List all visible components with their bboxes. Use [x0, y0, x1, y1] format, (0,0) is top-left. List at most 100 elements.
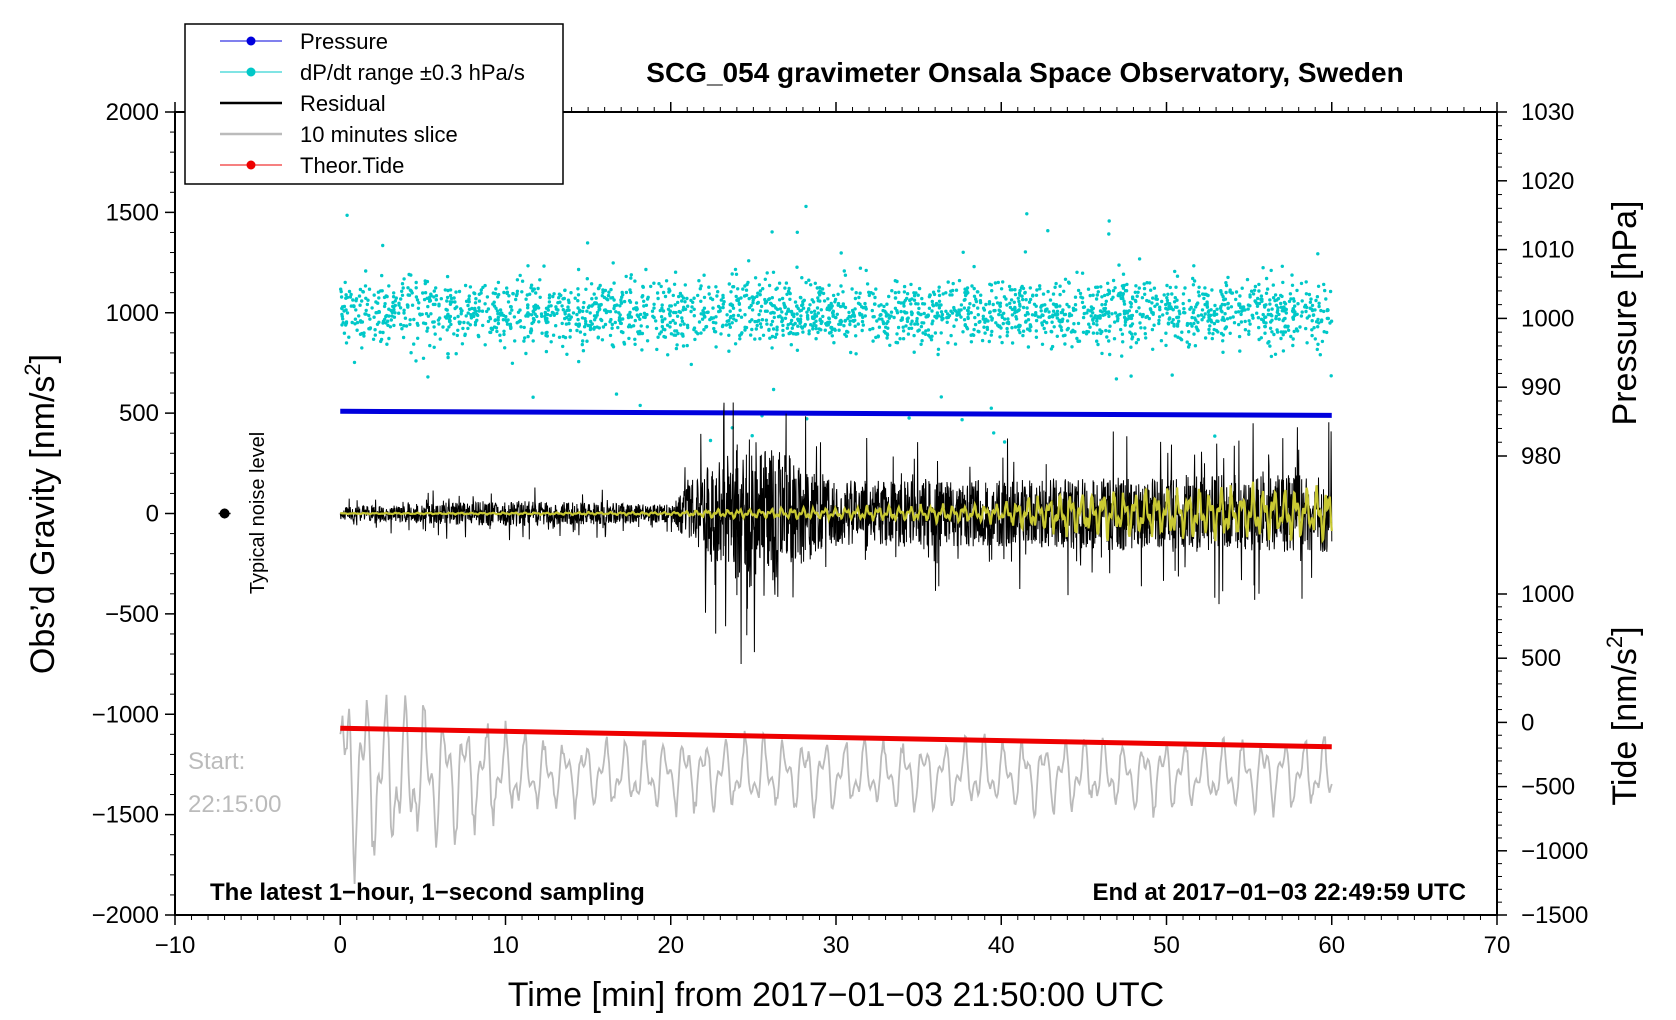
dpdt-point — [1008, 301, 1012, 305]
dpdt-point — [1127, 309, 1132, 313]
dpdt-point — [426, 326, 430, 330]
dpdt-point — [660, 319, 665, 323]
tide-tick-label: 0 — [1521, 709, 1534, 736]
dpdt-point — [982, 308, 987, 312]
dpdt-point — [380, 289, 384, 293]
dpdt-point — [1310, 319, 1314, 323]
dpdt-point — [1112, 337, 1117, 341]
dpdt-point — [963, 290, 967, 295]
dpdt-point — [564, 322, 569, 326]
dpdt-point — [902, 284, 907, 289]
dpdt-point — [877, 304, 881, 308]
dpdt-point — [551, 294, 555, 299]
dpdt-point — [1237, 334, 1242, 339]
dpdt-point — [379, 339, 383, 344]
dpdt-point — [360, 299, 364, 303]
dpdt-point — [1232, 321, 1237, 325]
dpdt-point — [909, 326, 914, 330]
dpdt-point — [1085, 311, 1089, 315]
dpdt-point — [1017, 323, 1021, 327]
dpdt-point — [401, 335, 406, 340]
dpdt-point — [860, 305, 864, 309]
dpdt-point — [403, 316, 408, 320]
dpdt-point — [809, 310, 814, 314]
dpdt-point — [1113, 320, 1117, 324]
dpdt-point — [1125, 311, 1130, 315]
dpdt-point — [930, 334, 934, 338]
dpdt-point — [423, 291, 428, 295]
dpdt-point — [1100, 295, 1104, 299]
dpdt-point — [1144, 336, 1148, 340]
dpdt-point — [557, 292, 562, 296]
dpdt-point — [1129, 305, 1133, 309]
dpdt-point — [816, 299, 820, 303]
dpdt-point — [778, 314, 782, 318]
dpdt-point — [1058, 324, 1062, 328]
dpdt-point — [1095, 323, 1099, 327]
dpdt-point — [1055, 334, 1060, 338]
dpdt-point — [637, 332, 641, 336]
dpdt-point — [949, 333, 953, 338]
dpdt-point — [870, 308, 874, 313]
dpdt-point — [937, 306, 942, 310]
dpdt-point — [575, 312, 579, 317]
dpdt-point — [1180, 330, 1184, 334]
dpdt-point — [796, 306, 800, 311]
dpdt-point — [518, 308, 522, 312]
dpdt-point — [1136, 337, 1141, 342]
dpdt-point — [381, 321, 385, 325]
pressure-tick-label: 1010 — [1521, 237, 1574, 264]
dpdt-point — [673, 329, 677, 333]
dpdt-point — [507, 294, 511, 298]
dpdt-point — [1264, 276, 1269, 281]
dpdt-point — [721, 293, 725, 298]
dpdt-point — [1170, 292, 1174, 296]
dpdt-point — [1038, 287, 1042, 291]
dpdt-point — [1089, 314, 1093, 318]
dpdt-point — [1023, 320, 1028, 324]
dpdt-point — [1265, 287, 1270, 291]
dpdt-point — [841, 290, 845, 294]
dpdt-point — [1280, 309, 1285, 313]
dpdt-point — [1269, 320, 1273, 324]
dpdt-point — [1106, 281, 1110, 285]
dpdt-point — [585, 309, 589, 313]
dpdt-point — [1107, 339, 1111, 343]
dpdt-point — [886, 319, 890, 324]
dpdt-point — [1162, 293, 1166, 297]
dpdt-point — [799, 314, 803, 318]
dpdt-point — [1137, 286, 1142, 290]
dpdt-point — [414, 286, 418, 290]
dpdt-point — [771, 303, 775, 308]
dpdt-point — [1268, 326, 1273, 330]
dpdt-point — [1018, 288, 1022, 293]
dpdt-point — [1226, 306, 1230, 310]
dpdt-point — [345, 295, 350, 300]
dpdt-point — [993, 281, 998, 285]
dpdt-point — [341, 317, 345, 321]
dpdt-point — [1147, 316, 1152, 321]
dpdt-point — [910, 312, 914, 317]
dpdt-point — [446, 288, 450, 293]
dpdt-point — [939, 395, 943, 399]
dpdt-point — [529, 286, 533, 290]
dpdt-point — [432, 295, 436, 299]
dpdt-point — [1194, 305, 1198, 309]
dpdt-point — [426, 375, 430, 379]
dpdt-point — [751, 301, 755, 305]
dpdt-point — [1259, 317, 1264, 321]
dpdt-point — [1075, 336, 1079, 341]
dpdt-point — [365, 302, 370, 307]
dpdt-point — [508, 311, 512, 315]
dpdt-point — [949, 309, 953, 313]
dpdt-point — [1149, 288, 1153, 292]
dpdt-point — [1222, 298, 1226, 302]
dpdt-point — [896, 300, 901, 305]
dpdt-point — [796, 324, 800, 328]
dpdt-point — [1223, 303, 1227, 307]
dpdt-point — [1123, 320, 1128, 324]
dpdt-point — [1120, 354, 1124, 358]
dpdt-point — [416, 306, 421, 310]
dpdt-point — [1017, 328, 1021, 332]
dpdt-point — [1034, 293, 1039, 297]
